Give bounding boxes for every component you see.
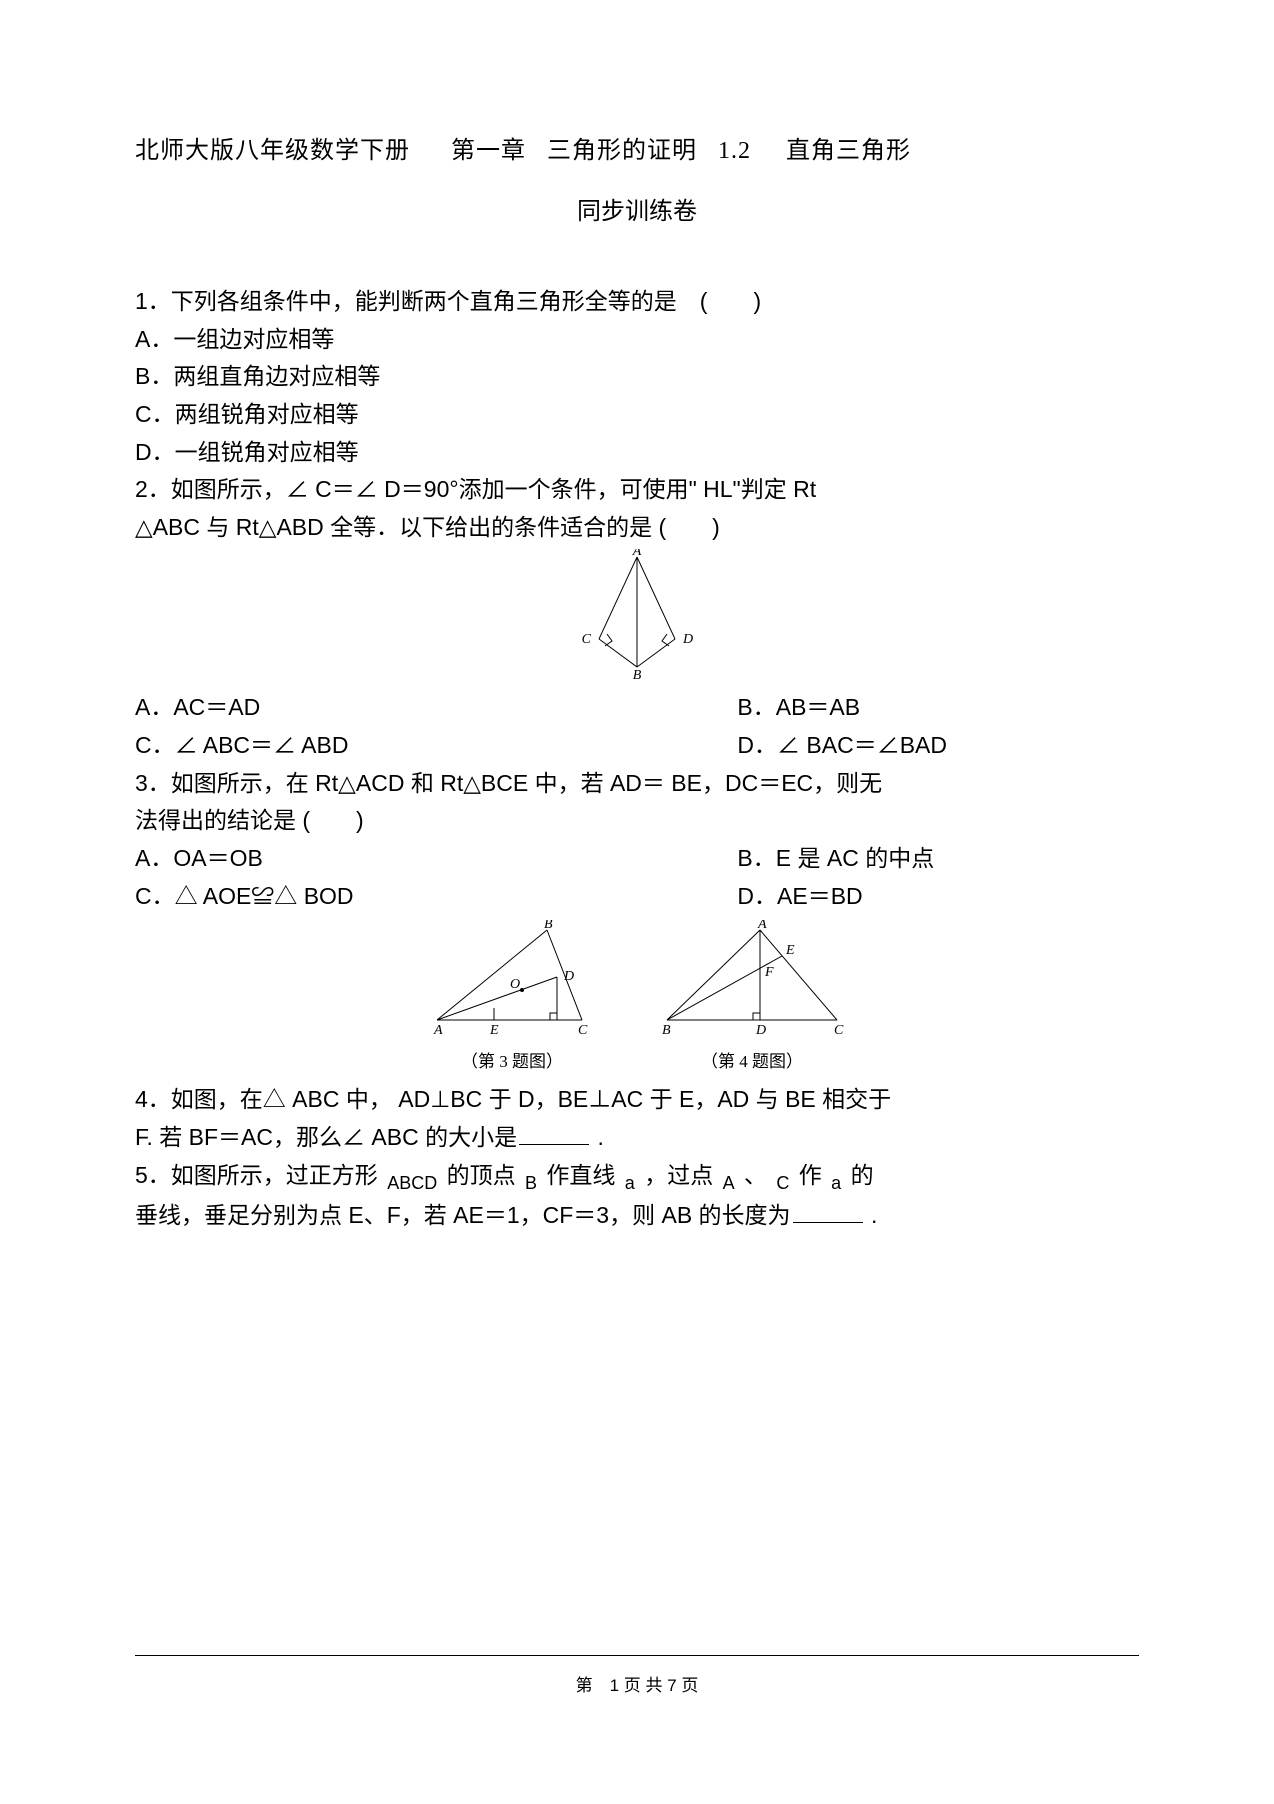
q4-label-d: D <box>755 1023 766 1038</box>
q5-l2-post: . <box>865 1202 878 1228</box>
q3-stem-line2: 法得出的结论是 ( ) <box>135 803 1139 839</box>
q3-svg: A E C D B O <box>422 920 602 1040</box>
q5-l1-a: 5．如图所示，过正方形 <box>135 1162 378 1188</box>
page-number: 第 1 页 共 7 页 <box>0 1671 1274 1696</box>
q5-sub3: a <box>625 1170 635 1198</box>
q4-svg: A B D C E F <box>652 920 852 1040</box>
q2-opts-row2: C．∠ ABC＝∠ ABD D．∠ BAC＝∠BAD <box>135 728 1139 764</box>
section-num: 1.2 <box>718 138 751 165</box>
q4-stem-line2: F. 若 BF＝AC，那么∠ ABC 的大小是 . <box>135 1120 1139 1156</box>
q4-label-b: B <box>662 1023 671 1038</box>
q2-opt-d: D．∠ BAC＝∠BAD <box>737 728 1139 764</box>
q3-label-b: B <box>544 920 553 932</box>
q3-opt-c: C．△ AOE≌△ BOD <box>135 879 737 915</box>
q2-opt-a: A．AC＝AD <box>135 690 737 726</box>
q4-blank <box>519 1122 589 1145</box>
q2-opt-c: C．∠ ABC＝∠ ABD <box>135 728 737 764</box>
q5-sub1: ABCD <box>387 1170 437 1198</box>
footer-rule <box>135 1655 1139 1656</box>
chapter-title: 三角形的证明 <box>547 130 697 165</box>
q5-l2-pre: 垂线，垂足分别为点 E、F，若 AE＝1，CF＝3，则 AB 的长度为 <box>135 1202 791 1228</box>
pn-total: 7 <box>667 1676 676 1695</box>
q2-label-c: C <box>582 632 592 647</box>
q3-opt-b: B．E 是 AC 的中点 <box>737 841 1139 877</box>
q5-l1-e: 、 <box>744 1162 767 1188</box>
q5-sub6: a <box>831 1170 841 1198</box>
q5-l1-d: ，过点 <box>644 1162 713 1188</box>
q5-sub2: B <box>525 1170 537 1198</box>
pn-current: 1 <box>610 1676 619 1695</box>
q4-l2-pre: F. 若 BF＝AC，那么∠ ABC 的大小是 <box>135 1124 517 1150</box>
q3-label-d: D <box>563 969 574 984</box>
q5-sub4: A <box>723 1170 735 1198</box>
figure-pair: A E C D B O （第 3 题图） <box>135 920 1139 1072</box>
q1-opt-d: D．一组锐角对应相等 <box>135 435 1139 471</box>
q4-stem-line1: 4．如图，在△ ABC 中， AD⊥BC 于 D，BE⊥AC 于 E，AD 与 … <box>135 1082 1139 1118</box>
pn-middle: 页 共 <box>619 1676 667 1695</box>
q1-opt-a: A．一组边对应相等 <box>135 322 1139 358</box>
document-title: 北师大版八年级数学下册 第一章 三角形的证明 1.2 直角三角形 <box>135 130 1139 165</box>
q2-svg: A C D B <box>567 549 707 679</box>
q1-opt-c: C．两组锐角对应相等 <box>135 397 1139 433</box>
pn-suffix: 页 <box>677 1676 699 1695</box>
q4-label-c: C <box>834 1023 844 1038</box>
q4-l2-post: . <box>591 1124 604 1150</box>
q3-label-e: E <box>489 1023 499 1038</box>
q5-sub5: C <box>776 1170 789 1198</box>
pn-prefix: 第 <box>576 1676 610 1695</box>
q4-label-e: E <box>785 943 795 958</box>
q1-opt-b: B．两组直角边对应相等 <box>135 359 1139 395</box>
q3-caption: （第 3 题图） <box>422 1047 602 1072</box>
q5-l1-c: 作直线 <box>546 1162 615 1188</box>
q5-l1-f: 作 <box>799 1162 822 1188</box>
q3-opts-row1: A．OA＝OB B．E 是 AC 的中点 <box>135 841 1139 877</box>
q5-l1-g: 的 <box>851 1162 874 1188</box>
q3-label-o: O <box>510 977 520 992</box>
q5-line2: 垂线，垂足分别为点 E、F，若 AE＝1，CF＝3，则 AB 的长度为 . <box>135 1198 1139 1234</box>
q2-figure: A C D B <box>135 549 1139 684</box>
q2-opt-b: B．AB＝AB <box>737 690 1139 726</box>
q5-blank <box>793 1200 863 1223</box>
q2-stem-line1: 2．如图所示，∠ C＝∠ D＝90°添加一个条件，可使用" HL"判定 Rt <box>135 472 1139 508</box>
q2-label-b: B <box>633 668 642 679</box>
q3-opts-row2: C．△ AOE≌△ BOD D．AE＝BD <box>135 879 1139 915</box>
page-container: 北师大版八年级数学下册 第一章 三角形的证明 1.2 直角三角形 同步训练卷 1… <box>0 0 1274 1804</box>
section-title: 直角三角形 <box>786 130 911 165</box>
q4-caption: （第 4 题图） <box>652 1047 852 1072</box>
q4-label-a: A <box>757 920 767 932</box>
q2-stem-line2: △ABC 与 Rt△ABD 全等．以下给出的条件适合的是 ( ) <box>135 510 1139 546</box>
q3-label-a: A <box>433 1023 443 1038</box>
q4-figure-wrap: A B D C E F （第 4 题图） <box>652 920 852 1072</box>
book-name: 北师大版八年级数学下册 <box>135 130 410 165</box>
chapter-num: 第一章 <box>451 130 526 165</box>
q3-figure-wrap: A E C D B O （第 3 题图） <box>422 920 602 1072</box>
q5-line1: 5．如图所示，过正方形 ABCD 的顶点 B 作直线 a ，过点 A 、 C 作… <box>135 1158 1139 1198</box>
q3-label-c: C <box>578 1023 588 1038</box>
q1-stem: 1．下列各组条件中，能判断两个直角三角形全等的是 ( ) <box>135 284 1139 320</box>
q4-label-f: F <box>764 965 774 980</box>
q2-opts-row1: A．AC＝AD B．AB＝AB <box>135 690 1139 726</box>
q3-opt-a: A．OA＝OB <box>135 841 737 877</box>
q3-stem-line1: 3．如图所示，在 Rt△ACD 和 Rt△BCE 中，若 AD＝ BE，DC＝E… <box>135 766 1139 802</box>
q2-label-d: D <box>682 632 693 647</box>
q5-l1-b: 的顶点 <box>447 1162 516 1188</box>
q2-label-a: A <box>632 549 642 559</box>
document-subtitle: 同步训练卷 <box>135 191 1139 226</box>
q3-opt-d: D．AE＝BD <box>737 879 1139 915</box>
